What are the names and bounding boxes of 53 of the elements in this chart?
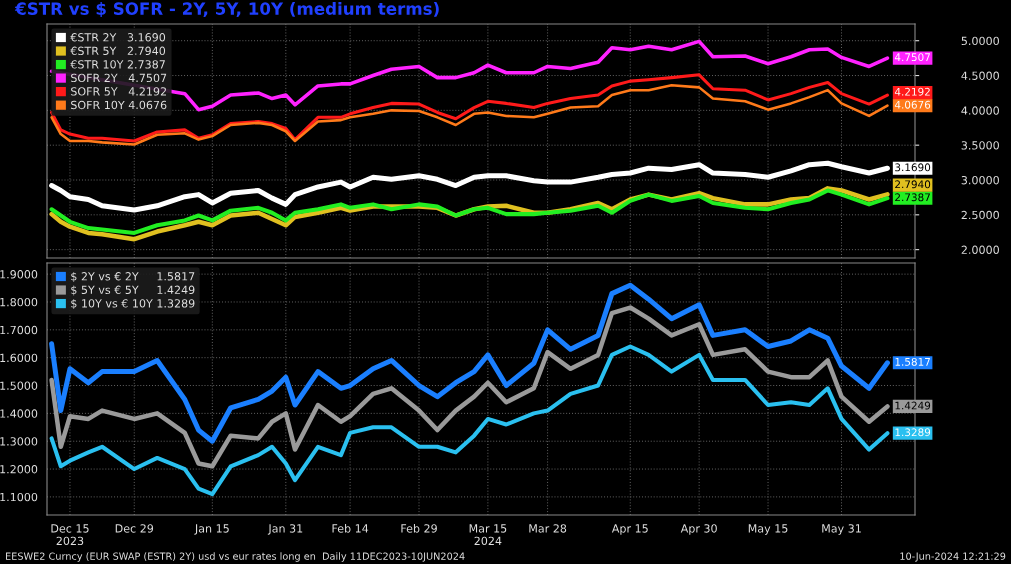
x-tick-label: Feb 14 <box>332 524 369 533</box>
y-tick-label: 1.7000 <box>0 325 38 335</box>
y-tick-label: 2.5000 <box>961 210 999 220</box>
line-series <box>49 188 890 235</box>
x-tick-label: May 31 <box>822 524 861 535</box>
legend-label: €STR 2Y 3.1690 <box>70 33 166 42</box>
y-tick-label: 1.9000 <box>0 270 38 279</box>
y-tick-label: 1.8000 <box>0 297 38 307</box>
data-label: 2.7387 <box>895 193 930 202</box>
y-tick-label: 3.0000 <box>961 175 999 185</box>
x-tick-label: Mar 15 2024 <box>469 524 507 546</box>
y-tick-label: 4.5000 <box>961 71 999 80</box>
text: 10-Jun-2024 12:21:29 <box>900 552 1006 562</box>
legend-label: SOFR 2Y 4.7507 <box>71 73 167 83</box>
x-tick-label: Apr 15 <box>611 524 648 535</box>
data-label: 4.0676 <box>894 100 931 109</box>
y-tick-label: 1.1000 <box>0 492 38 502</box>
line-series <box>49 344 890 497</box>
y-tick-label: 3.5000 <box>961 141 999 150</box>
x-tick-label: Apr 30 <box>680 524 717 535</box>
y-tick-label: 1.4000 <box>0 409 38 418</box>
line-series <box>50 84 889 146</box>
text: EESWE2 Curncy (EUR SWAP (ESTR) 2Y) usd vs eur rates long en Daily 11DEC2023-10JUN2024 <box>6 552 465 562</box>
chart-title: €STR vs $ SOFR - 2Y, 5Y, 10Y (medium terms) <box>14 2 439 18</box>
y-tick-label: 1.5000 <box>0 381 38 390</box>
data-label: 1.3289 <box>895 428 931 437</box>
legend-label: $ 2Y vs € 2Y 1.5817 <box>71 271 195 282</box>
data-label: 1.4249 <box>895 401 931 410</box>
legend-label: $ 10Y vs € 10Y 1.3289 <box>71 298 195 310</box>
legend-label: SOFR 10Y 4.0676 <box>71 100 167 110</box>
y-tick-label: 5.0000 <box>961 36 999 46</box>
x-tick-label: Feb 29 <box>401 524 437 533</box>
x-tick-label: May 15 <box>748 524 788 535</box>
y-tick-label: 1.2000 <box>0 465 38 474</box>
x-tick-label: Dec 15 2023 <box>51 524 89 546</box>
data-label: 4.7507 <box>894 53 930 62</box>
legend-label: €STR 10Y 2.7387 <box>70 60 165 69</box>
y-tick-label: 1.6000 <box>0 353 38 363</box>
y-tick-label: 4.0000 <box>961 106 999 115</box>
x-tick-label: Jan 15 <box>194 524 229 535</box>
legend-label: SOFR 5Y 4.2192 <box>71 87 166 96</box>
x-tick-label: Jan 31 <box>267 524 303 535</box>
line-series <box>50 73 889 143</box>
data-label: 2.7940 <box>895 180 931 189</box>
data-label: 3.1690 <box>895 163 931 172</box>
legend-label: €STR 5Y 2.7940 <box>70 46 166 56</box>
x-tick-label: Dec 29 <box>115 524 154 533</box>
y-tick-label: 2.0000 <box>961 245 999 255</box>
x-tick-label: Mar 28 <box>529 524 567 533</box>
data-label: 4.2192 <box>894 87 930 96</box>
y-tick-label: 1.3000 <box>0 437 38 446</box>
legend-label: $ 5Y vs € 5Y 1.4249 <box>71 285 195 296</box>
data-label: 1.5817 <box>895 357 930 366</box>
